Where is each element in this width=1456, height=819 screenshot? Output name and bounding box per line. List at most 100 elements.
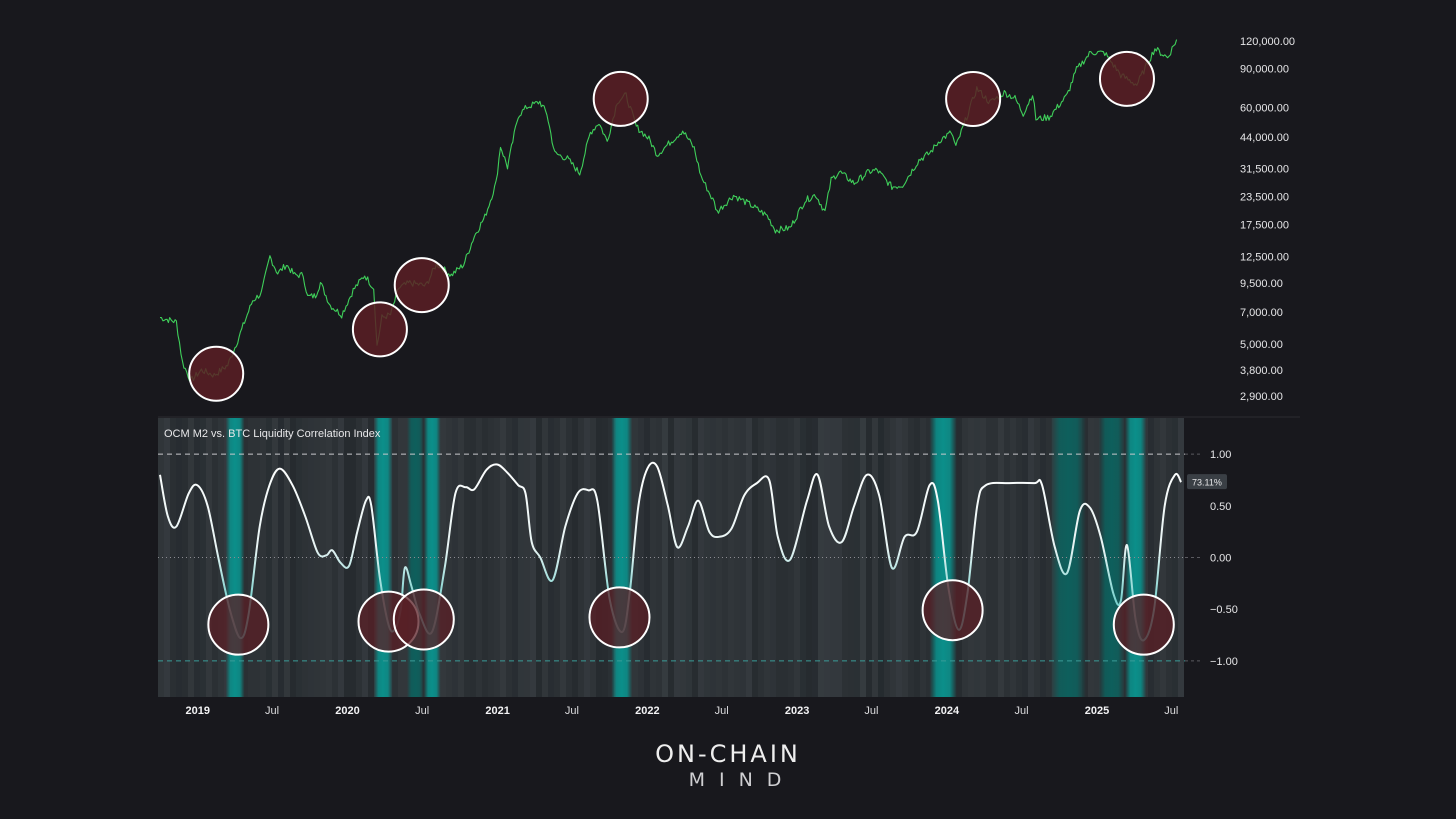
x-tick-label: 2024: [935, 705, 960, 717]
indicator-stripe: [674, 418, 680, 697]
indicator-band-mid: [1050, 418, 1086, 697]
indicator-stripe: [698, 418, 704, 697]
indicator-highlight-circle: [392, 588, 455, 651]
indicator-stripe: [266, 418, 272, 697]
indicator-stripe: [1046, 418, 1052, 697]
last-value-badge: [1187, 474, 1227, 490]
indicator-y-tick-label: 1.00: [1210, 449, 1231, 461]
x-tick-label: Jul: [864, 705, 878, 717]
indicator-stripe: [302, 418, 308, 697]
indicator-stripe: [1166, 418, 1172, 697]
indicator-highlight-circle: [921, 579, 984, 642]
price-pane: 120,000.00 90,000.00 60,000.00 44,000.00 31,…: [158, 36, 1300, 418]
x-tick-label: Jul: [265, 705, 279, 717]
indicator-pane: OCM M2 vs. BTC Liquidity Correlation Ind…: [158, 418, 1238, 717]
x-tick-label: Jul: [1164, 705, 1178, 717]
indicator-stripe: [758, 418, 764, 697]
indicator-stripe: [1022, 418, 1028, 697]
indicator-stripe: [710, 418, 716, 697]
indicator-stripe: [506, 418, 512, 697]
indicator-stripe: [722, 418, 728, 697]
indicator-stripe: [1010, 418, 1016, 697]
price-y-tick-label: 120,000.00: [1240, 36, 1295, 48]
indicator-stripe: [170, 418, 176, 697]
indicator-stripe: [842, 418, 848, 697]
indicator-stripe: [818, 418, 824, 697]
price-highlight-circle: [1098, 50, 1155, 107]
indicator-stripe: [890, 418, 896, 697]
indicator-stripe: [806, 418, 812, 697]
indicator-stripe: [254, 418, 260, 697]
price-y-tick-label: 17,500.00: [1240, 220, 1289, 232]
indicator-stripe: [290, 418, 296, 697]
price-y-tick-label: 23,500.00: [1240, 192, 1289, 204]
x-tick-label: Jul: [715, 705, 729, 717]
indicator-stripe: [830, 418, 836, 697]
indicator-stripe: [962, 418, 968, 697]
x-tick-label: Jul: [415, 705, 429, 717]
x-tick-label: 2019: [186, 705, 210, 717]
price-y-tick-label: 5,000.00: [1240, 339, 1283, 351]
indicator-stripe: [974, 418, 980, 697]
x-tick-label: 2025: [1085, 705, 1109, 717]
indicator-stripe: [338, 418, 344, 697]
indicator-stripe: [158, 418, 164, 697]
price-y-tick-label: 31,500.00: [1240, 164, 1289, 176]
price-y-tick-label: 3,800.00: [1240, 365, 1283, 377]
indicator-stripe: [794, 418, 800, 697]
indicator-stripe: [746, 418, 752, 697]
indicator-stripe: [362, 418, 368, 697]
indicator-stripe: [1094, 418, 1100, 697]
indicator-stripe: [566, 418, 572, 697]
indicator-stripe: [662, 418, 668, 697]
indicator-stripe: [482, 418, 488, 697]
indicator-stripe: [986, 418, 992, 697]
indicator-y-tick-label: −1.00: [1210, 656, 1238, 668]
indicator-stripe: [446, 418, 452, 697]
indicator-stripe: [326, 418, 332, 697]
indicator-band-mid: [406, 418, 424, 697]
brand-logo-line2: MIND: [688, 769, 796, 791]
price-y-tick-label: 90,000.00: [1240, 64, 1289, 76]
indicator-stripe: [650, 418, 656, 697]
x-tick-label: 2020: [335, 705, 359, 717]
indicator-highlight-circle: [207, 593, 270, 656]
indicator-stripe: [350, 418, 356, 697]
indicator-stripe: [590, 418, 596, 697]
indicator-stripe: [530, 418, 536, 697]
indicator-stripe: [242, 418, 248, 697]
indicator-stripe: [1178, 418, 1184, 697]
x-tick-label: 2023: [785, 705, 809, 717]
indicator-y-tick-label: −0.50: [1210, 604, 1238, 616]
indicator-title: OCM M2 vs. BTC Liquidity Correlation Ind…: [164, 428, 381, 440]
indicator-band-mid: [1098, 418, 1125, 697]
indicator-y-tick-label: 0.00: [1210, 553, 1231, 565]
price-highlight-circle: [393, 257, 450, 314]
x-tick-label: 2022: [635, 705, 659, 717]
indicator-stripe: [398, 418, 404, 697]
price-y-tick-label: 60,000.00: [1240, 102, 1289, 114]
indicator-stripe: [542, 418, 548, 697]
indicator-stripe: [218, 418, 224, 697]
indicator-stripe: [578, 418, 584, 697]
price-highlight-circle: [945, 70, 1002, 127]
last-value-label: 73.11%: [1192, 478, 1222, 488]
indicator-stripe: [866, 418, 872, 697]
indicator-stripe: [854, 418, 860, 697]
price-highlight-circle: [351, 301, 408, 358]
price-y-tick-label: 2,900.00: [1240, 391, 1283, 403]
price-highlight-circle: [592, 70, 649, 127]
price-y-tick-label: 7,000.00: [1240, 307, 1283, 319]
price-highlight-circle: [188, 345, 245, 402]
correlation-index-line: [159, 461, 1182, 642]
indicator-stripe: [902, 418, 908, 697]
price-y-tick-label: 9,500.00: [1240, 278, 1283, 290]
indicator-stripe: [878, 418, 884, 697]
brand-logo-line1: ON-CHAIN: [655, 740, 801, 768]
indicator-highlight-circle: [588, 586, 651, 649]
indicator-stripe: [494, 418, 500, 697]
indicator-stripe: [1154, 418, 1160, 697]
btc-price-line: [159, 39, 1178, 382]
indicator-stripe: [206, 418, 212, 697]
indicator-stripe: [1034, 418, 1040, 697]
